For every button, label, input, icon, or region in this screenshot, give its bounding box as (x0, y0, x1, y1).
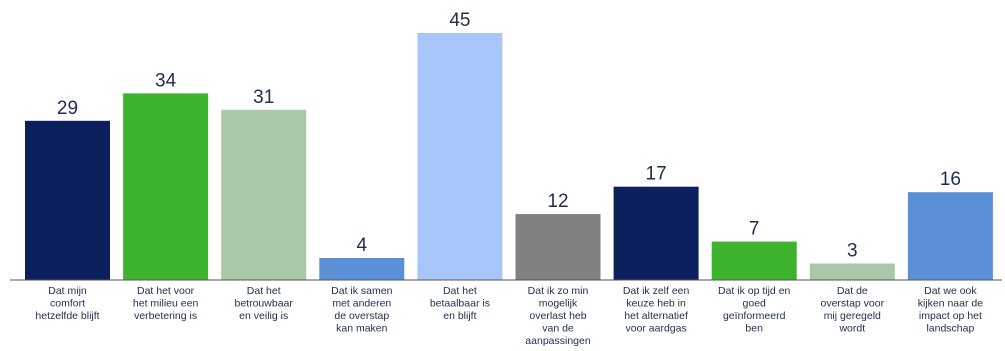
value-label-1: 34 (155, 70, 177, 91)
value-label-2: 31 (253, 87, 274, 108)
bar-2 (221, 109, 307, 280)
value-label-7: 7 (749, 219, 760, 240)
value-label-3: 4 (357, 235, 368, 256)
category-label-6: Dat ik zelf een keuze heb in het alternati… (623, 285, 690, 335)
value-label-8: 3 (847, 241, 858, 262)
bar-1 (123, 93, 209, 281)
category-label-7: Dat ik op tijd en goed geïnformeerd ben (718, 285, 791, 335)
bar-0 (25, 120, 110, 280)
bar-7 (711, 241, 797, 280)
bar-4 (417, 33, 503, 280)
category-label-9: Dat we ook kijken naar de impact op het lan… (918, 285, 984, 335)
value-label-4: 45 (449, 10, 470, 31)
value-label-5: 12 (547, 191, 568, 212)
category-label-0: Dat mijn comfort hetzelfde blijft (35, 285, 99, 322)
value-label-6: 17 (646, 164, 667, 185)
category-label-3: Dat ik samen met anderen de overstap kan ma… (331, 285, 392, 335)
bar-6 (613, 186, 699, 280)
value-label-0: 29 (57, 98, 78, 119)
value-label-9: 16 (940, 169, 961, 190)
category-label-4: Dat het betaalbaar is en blijft (430, 285, 490, 322)
bar-5 (515, 214, 601, 280)
category-label-5: Dat ik zo min mogelijk overlast heb van de a… (525, 285, 591, 347)
bar-9 (907, 192, 993, 280)
category-label-2: Dat het betrouwbaar en veilig is (235, 285, 294, 322)
bar-3 (319, 258, 405, 280)
category-label-1: Dat het voor het milieu een verbetering is (133, 285, 199, 322)
bar-8 (809, 263, 895, 280)
category-label-8: Dat de overstap voor mij geregeld wordt (820, 285, 884, 335)
